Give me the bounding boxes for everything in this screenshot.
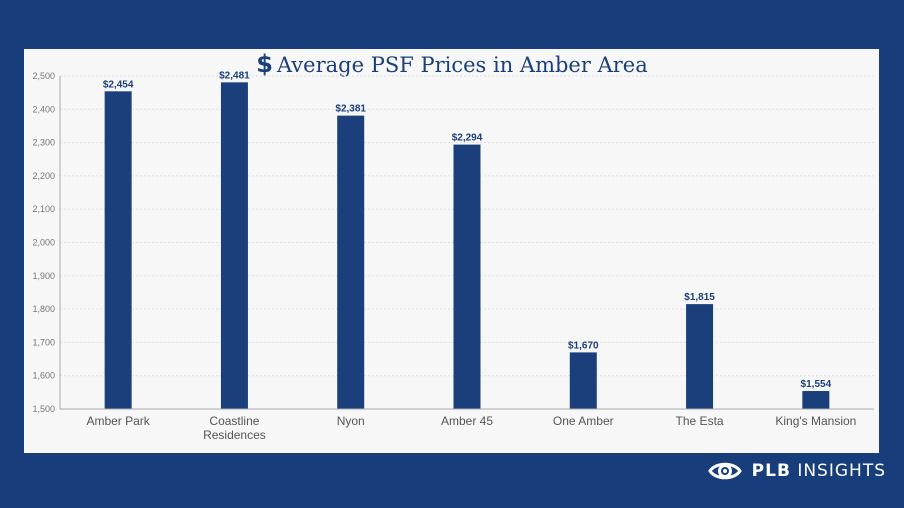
y-axis-ticks: 1,500 1,600 1,700 1,800 1,900 2,000 2,100 2,200… bbox=[32, 71, 55, 414]
brand-name-strong: PLB bbox=[751, 461, 791, 481]
bar bbox=[337, 115, 365, 409]
chart-title: $ Average PSF Prices in Amber Area bbox=[0, 50, 904, 78]
x-tick-label: Amber Park bbox=[86, 414, 150, 428]
x-tick-label: Coastline Residences bbox=[203, 414, 266, 442]
brand-name: PLB INSIGHTS bbox=[752, 461, 886, 481]
y-tick-label: 2,200 bbox=[32, 171, 55, 181]
eye-icon bbox=[707, 462, 742, 480]
dollar-icon: $ bbox=[256, 50, 273, 78]
x-tick-label: Amber 45 bbox=[441, 414, 493, 428]
x-tick-label: King's Mansion bbox=[775, 414, 856, 428]
y-tick-label: 2,400 bbox=[32, 104, 55, 114]
brand-logo: PLB INSIGHTS bbox=[707, 458, 886, 484]
x-tick-label-line: Residences bbox=[203, 428, 266, 442]
y-tick-label: 2,300 bbox=[32, 138, 55, 148]
x-tick-label: Nyon bbox=[337, 414, 365, 428]
y-tick-label: 2,500 bbox=[32, 71, 55, 81]
bar bbox=[802, 391, 830, 409]
y-tick-label: 1,500 bbox=[32, 404, 55, 414]
y-tick-label: 1,900 bbox=[32, 271, 55, 281]
chart-panel bbox=[24, 49, 879, 453]
bar bbox=[104, 91, 132, 410]
data-label: $2,294 bbox=[452, 133, 483, 144]
bar bbox=[453, 144, 481, 409]
x-tick-label-line: Amber 45 bbox=[441, 414, 493, 428]
data-label: $2,381 bbox=[335, 104, 366, 115]
y-tick-label: 2,000 bbox=[32, 238, 55, 248]
data-label: $1,670 bbox=[568, 340, 599, 351]
data-label: $1,815 bbox=[684, 292, 715, 303]
x-tick-label-line: Coastline bbox=[209, 414, 259, 428]
data-label: $1,554 bbox=[801, 379, 832, 390]
y-tick-label: 1,700 bbox=[32, 337, 55, 347]
y-tick-label: 1,600 bbox=[32, 371, 55, 381]
x-tick-label-line: King's Mansion bbox=[775, 414, 856, 428]
x-axis-ticks: Amber Park Coastline Residences Nyon Amber 4… bbox=[86, 414, 856, 442]
x-tick-label-line: The Esta bbox=[676, 414, 724, 428]
data-labels: $2,454 $2,481 $2,381 $2,294 $1,670 $1,815 $1,5… bbox=[103, 70, 832, 390]
bar bbox=[686, 304, 714, 409]
x-tick-label-line: Amber Park bbox=[86, 414, 150, 428]
y-tick-label: 2,100 bbox=[32, 204, 55, 214]
brand-name-rest: INSIGHTS bbox=[790, 461, 886, 481]
x-tick-label-line: Nyon bbox=[337, 414, 365, 428]
bars bbox=[104, 82, 830, 410]
bar bbox=[220, 82, 248, 410]
bar bbox=[569, 352, 597, 409]
data-label: $2,454 bbox=[103, 79, 134, 90]
chart-title-text: Average PSF Prices in Amber Area bbox=[276, 53, 648, 77]
y-tick-label: 1,800 bbox=[32, 304, 55, 314]
data-label: $2,481 bbox=[219, 70, 250, 81]
x-tick-label-line: One Amber bbox=[553, 414, 614, 428]
x-tick-label: The Esta bbox=[676, 414, 724, 428]
x-tick-label: One Amber bbox=[553, 414, 614, 428]
